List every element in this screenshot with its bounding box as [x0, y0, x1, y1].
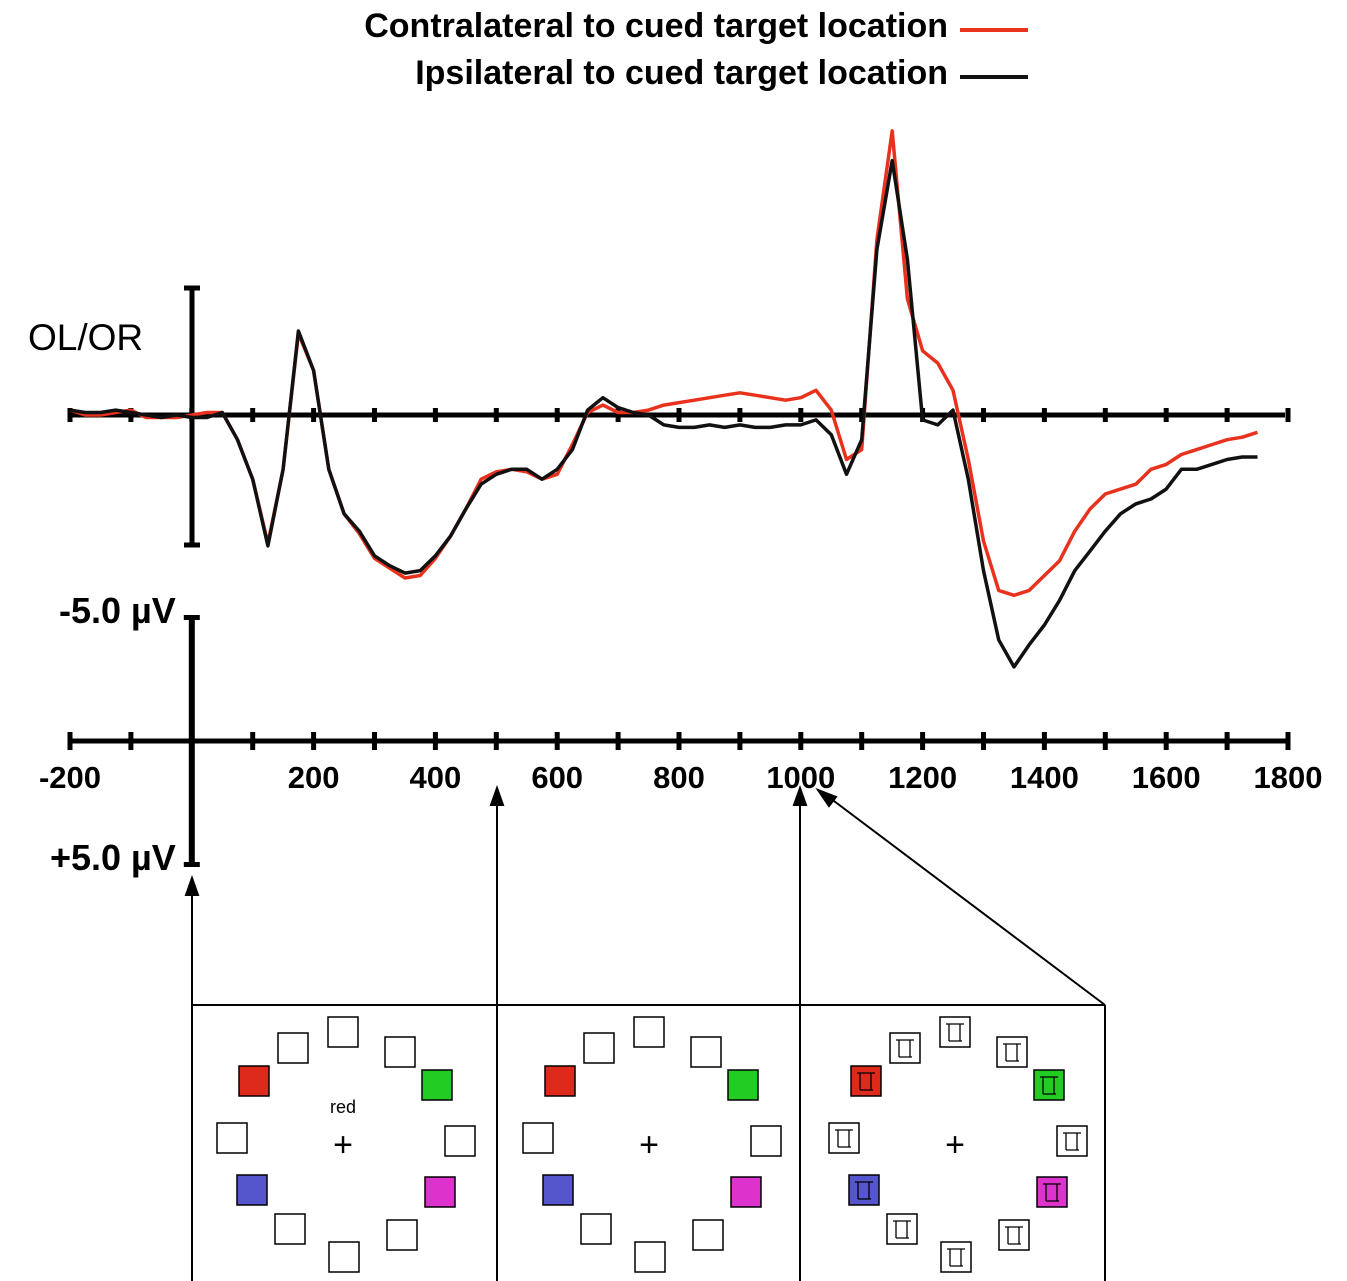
- waveform: [69, 158, 1258, 669]
- stimulus-square: [238, 1065, 270, 1097]
- stimulus-square: [998, 1219, 1030, 1251]
- stimulus-square: [522, 1122, 554, 1154]
- stimulus-symbol: [835, 1129, 853, 1148]
- waveform: [69, 129, 1259, 598]
- stimulus-symbol: [1043, 1183, 1061, 1202]
- stimulus-symbol: [896, 1039, 914, 1058]
- fixation: +: [945, 1126, 965, 1164]
- search-display: + red: [216, 1016, 476, 1273]
- stimulus-symbol: [855, 1181, 873, 1200]
- stimulus-square: [850, 1065, 882, 1097]
- stimulus-square: [939, 1016, 971, 1048]
- stimulus-square: [386, 1219, 418, 1251]
- stimulus-square: [886, 1213, 918, 1245]
- annotation: OL/OR: [28, 317, 143, 358]
- stimulus-square: [542, 1174, 574, 1206]
- x-tick-label: 200: [288, 760, 340, 795]
- stimulus-square: [327, 1016, 359, 1048]
- x-tick-label: 1400: [1010, 760, 1079, 795]
- stimulus-square: [633, 1016, 665, 1048]
- stimulus-square: [1036, 1176, 1068, 1208]
- x-tick-label: 600: [531, 760, 583, 795]
- search-display: +: [828, 1016, 1088, 1273]
- legend-label: Ipsilateral to cued target location: [415, 54, 948, 92]
- stimulus-square: [690, 1036, 722, 1068]
- scale-label: +5.0 µV: [50, 837, 176, 878]
- legend-label: Contralateral to cued target location: [364, 7, 948, 45]
- stimulus-square: [277, 1032, 309, 1064]
- stimulus-square: [384, 1036, 416, 1068]
- stimulus-square: [544, 1065, 576, 1097]
- stimulus-square: [236, 1174, 268, 1206]
- stimulus-square: [996, 1036, 1028, 1068]
- x-tick-label: -200: [39, 760, 101, 795]
- fixation: +: [333, 1126, 353, 1164]
- stimulus-symbol: [946, 1023, 964, 1042]
- stimulus-square: [1033, 1069, 1065, 1101]
- stimulus-symbol: [947, 1248, 965, 1267]
- stimulus-square: [424, 1176, 456, 1208]
- stimulus-square: [634, 1241, 666, 1273]
- scale-label: -5.0 µV: [59, 590, 176, 631]
- x-tick-label: 1200: [888, 760, 957, 795]
- x-tick-label: 1800: [1254, 760, 1323, 795]
- stimulus-square: [328, 1241, 360, 1273]
- x-tick-label: 1000: [766, 760, 835, 795]
- x-tick-label: 1600: [1132, 760, 1201, 795]
- stimulus-symbol: [1003, 1043, 1021, 1062]
- arrows: [184, 784, 1106, 1006]
- stimulus-symbol: [1040, 1076, 1058, 1095]
- fixation: +: [639, 1126, 659, 1164]
- cue-word: red: [330, 1097, 356, 1117]
- stimulus-square: [444, 1125, 476, 1157]
- stimulus-square: [750, 1125, 782, 1157]
- stimulus-square: [940, 1241, 972, 1273]
- stimulus-square: [692, 1219, 724, 1251]
- x-tick-label: 400: [410, 760, 462, 795]
- stimulus-square: [848, 1174, 880, 1206]
- stimulus-square: [730, 1176, 762, 1208]
- display-panels: [191, 1004, 1106, 1281]
- stimulus-square: [889, 1032, 921, 1064]
- stimulus-square: [580, 1213, 612, 1245]
- stimulus-square: [727, 1069, 759, 1101]
- stimulus-square: [828, 1122, 860, 1154]
- stimulus-square: [216, 1122, 248, 1154]
- stimulus-square: [421, 1069, 453, 1101]
- search-display: +: [522, 1016, 782, 1273]
- stimulus-square: [1056, 1125, 1088, 1157]
- stimulus-symbol: [893, 1220, 911, 1239]
- stimulus-symbol: [1005, 1226, 1023, 1245]
- stimulus-square: [583, 1032, 615, 1064]
- x-tick-label: 800: [653, 760, 705, 795]
- stimulus-symbol: [1063, 1132, 1081, 1151]
- stimulus-symbol: [857, 1072, 875, 1091]
- stimulus-square: [274, 1213, 306, 1245]
